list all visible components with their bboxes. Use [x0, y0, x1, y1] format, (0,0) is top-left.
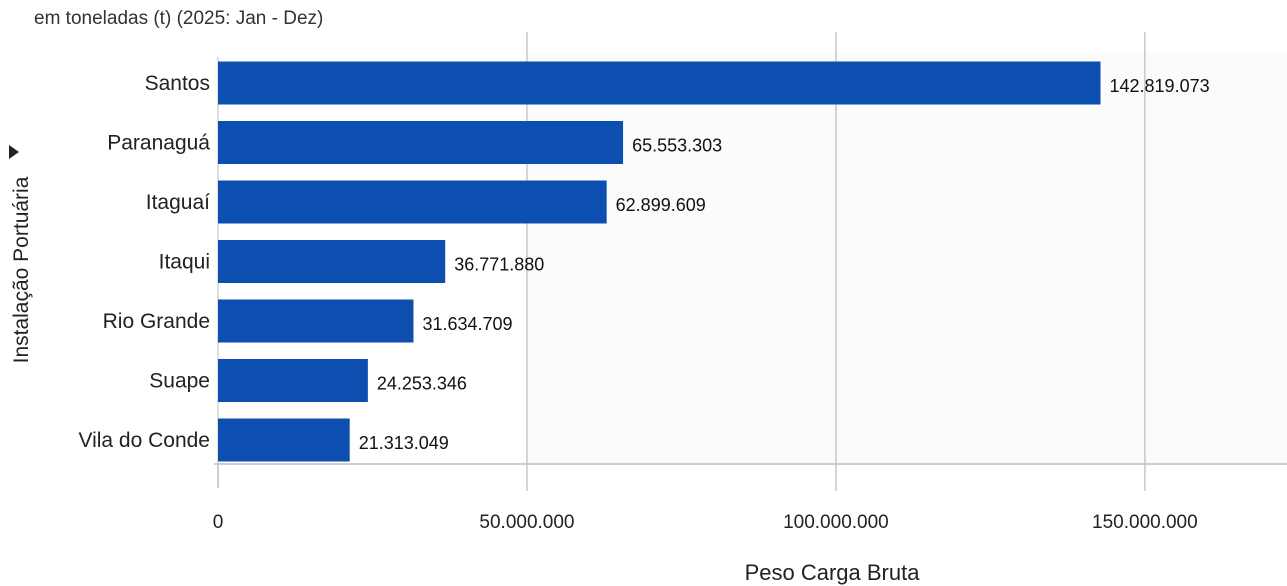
bar	[218, 359, 368, 402]
value-label: 36.771.880	[454, 255, 544, 275]
value-label: 142.819.073	[1110, 76, 1210, 96]
plot-background	[526, 52, 1287, 463]
category-label: Suape	[149, 370, 210, 393]
bar	[218, 180, 607, 224]
x-tick-label: 150.000.000	[1092, 512, 1198, 533]
value-label: 62.899.609	[616, 195, 706, 215]
bar	[218, 121, 624, 164]
x-axis-title: Peso Carga Bruta	[745, 560, 921, 585]
chart-subtitle: em toneladas (t) (2025: Jan - Dez)	[34, 8, 324, 29]
category-label: Itaqui	[159, 251, 210, 274]
expand-triangle-icon[interactable]	[9, 145, 19, 159]
bar	[218, 418, 350, 462]
category-label: Itaguaí	[146, 191, 210, 214]
bar	[218, 61, 1101, 105]
value-label: 65.553.303	[632, 136, 722, 156]
category-label: Rio Grande	[103, 310, 210, 333]
value-label: 24.253.346	[377, 374, 467, 394]
value-label: 31.634.709	[422, 314, 512, 334]
bar	[218, 299, 414, 343]
x-tick-label: 100.000.000	[783, 512, 889, 533]
category-label: Santos	[145, 72, 210, 95]
x-tick-label: 0	[213, 512, 224, 533]
bar	[218, 240, 446, 283]
value-label: 21.313.049	[359, 433, 449, 453]
x-tick-label: 50.000.000	[479, 512, 574, 533]
category-label: Paranaguá	[107, 132, 210, 155]
category-label: Vila do Conde	[78, 429, 210, 452]
